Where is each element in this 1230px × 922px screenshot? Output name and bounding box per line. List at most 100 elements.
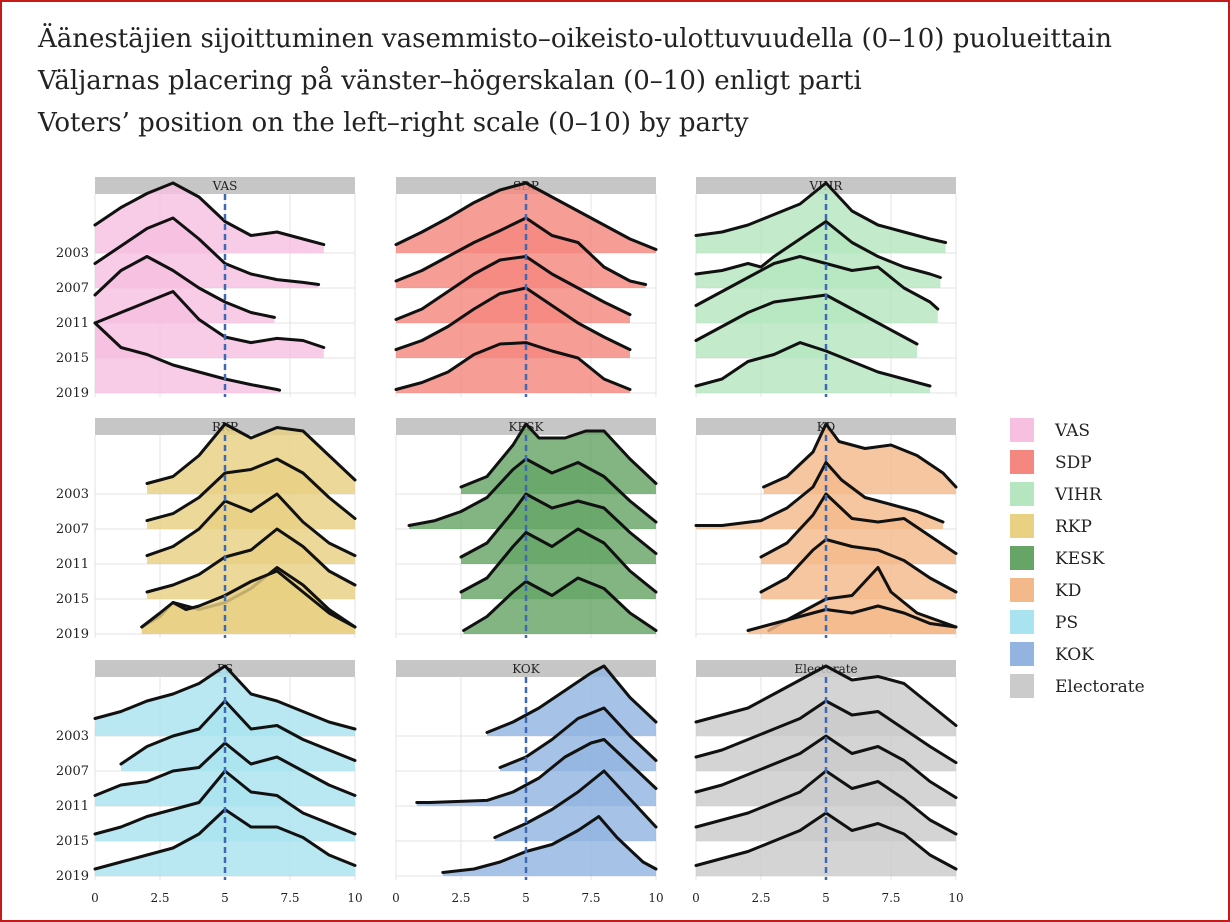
ridge-line-vas-0 [93,181,326,247]
panel-kd: KD [694,418,958,638]
ridge-line-sdp-3 [394,286,632,352]
legend-swatch-kok [1010,642,1034,666]
x-tick-label: 0 [692,891,700,905]
x-tick-label: 7.5 [581,891,600,905]
legend-label-vihr: VIHR [1054,485,1103,505]
legend-label-ps: PS [1055,613,1078,633]
ridge-line-rkp-1 [145,457,357,523]
ridge-line-rkp-0 [145,422,357,485]
year-label-2007: 2007 [56,281,89,296]
x-tick-label: 5 [221,891,229,905]
legend-label-kd: KD [1055,581,1081,601]
ridge-line-electorate-0 [694,664,958,727]
legend-swatch-kesk [1010,546,1034,570]
ridge-line-vas-1 [93,216,321,286]
ridge-line-kd-4 [767,566,958,632]
ridge-fill-sdp-1 [396,218,646,288]
legend-label-vas: VAS [1054,421,1090,441]
ridge-line-vihr-4 [694,341,932,388]
legend-label-kok: KOK [1055,645,1094,665]
ridge-line-kesk-0 [459,422,658,489]
ridge-line-ps-1 [119,699,357,766]
ridge-line-kd-0 [762,422,958,489]
ridge-line-kd-5 [746,604,958,632]
panel-vas: VAS 2003 2007 2011 2015 2019 [56,177,356,401]
legend: VAS SDP VIHR RKP KESK KD PS KOK Electorate [1010,418,1145,698]
ridge-fill-ps-1 [121,701,355,771]
ridge-fill-kok-3 [494,771,656,841]
panel-electorate: Electorate02.557.510 [692,660,964,905]
ridge-line-sdp-2 [394,255,632,321]
ridge-line-kesk-3 [459,527,658,594]
ridge-fill-vihr-0 [696,183,946,253]
year-label-2015: 2015 [56,834,89,849]
x-tick-label: 2.5 [150,891,169,905]
ridge-line-vihr-3 [694,293,919,346]
ridge-fill-rkp-1 [147,459,355,529]
chart-title-fi: Äänestäjien sijoittuminen vasemmisto–oik… [38,24,1112,54]
legend-swatch-ps [1010,610,1034,634]
ridge-line-rkp-2 [145,492,357,558]
ridge-fill-kesk-4 [463,578,656,634]
year-label-2011: 2011 [56,799,89,814]
ridge-fill-rkp-5 [141,571,355,634]
year-label-2011: 2011 [56,557,89,572]
legend-swatch-sdp [1010,450,1034,474]
x-tick-label: 10 [347,891,362,905]
year-label-2019: 2019 [56,869,89,884]
ridge-line-kd-1 [694,461,945,527]
ridge-line-ps-0 [93,664,357,731]
legend-swatch-electorate [1010,674,1034,698]
ridge-line-sdp-0 [394,181,658,251]
year-label-2003: 2003 [56,487,89,502]
x-tick-label: 7.5 [280,891,299,905]
ridge-line-kok-3 [493,769,658,839]
x-tick-label: 7.5 [881,891,900,905]
ridge-fill-vas-4 [95,323,280,393]
ridge-fill-kd-2 [761,494,956,564]
panel-rkp: RKP20032007201120152019 [56,418,357,642]
strip-label-vas: VAS [212,179,238,193]
chart-title-sv: Väljarnas placering på vänster–högerskal… [38,66,862,96]
ridge-line-vihr-0 [694,181,948,244]
legend-label-rkp: RKP [1055,517,1092,537]
ridge-line-kd-2 [759,492,958,559]
year-label-2019: 2019 [56,386,89,401]
ridge-fill-sdp-3 [396,288,630,358]
ridge-fill-electorate-3 [696,771,956,841]
x-tick-label: 10 [948,891,963,905]
panel-kok: KOK 0 2.5 5 7.5 10 [392,660,664,905]
ridge-fill-vihr-3 [696,295,917,358]
strip-label-kok: KOK [512,662,540,676]
panel-kesk: KESK [395,418,658,638]
legend-swatch-rkp [1010,514,1034,538]
year-label-2015: 2015 [56,351,89,366]
year-label-2019: 2019 [56,627,89,642]
year-label-2003: 2003 [56,246,89,261]
ridge-line-vas-4 [93,321,282,392]
ridge-line-kesk-2 [459,492,658,559]
ridge-line-vas-3 [93,290,326,349]
legend-label-kesk: KESK [1055,549,1105,569]
ridge-line-kd-3 [759,538,958,594]
panel-sdp: SDP [394,177,658,397]
ridge-line-electorate-2 [694,734,958,800]
panel-ps: PS2003200720112015201902.557.510 [56,660,363,905]
year-label-2007: 2007 [56,764,89,779]
ridge-line-kok-4 [441,815,658,874]
ridge-fill-vihr-4 [696,342,930,393]
ridge-fill-kd-1 [696,462,943,529]
x-tick-label: 5 [522,891,530,905]
ridge-line-kok-0 [485,664,658,734]
ridge-line-kok-2 [415,738,658,804]
ridge-line-vas-2 [93,255,276,319]
x-tick-label: 10 [648,891,663,905]
x-tick-label: 5 [822,891,830,905]
legend-swatch-kd [1010,578,1034,602]
ridge-fill-kd-0 [763,424,956,494]
x-tick-label: 2.5 [751,891,770,905]
legend-swatch-vas [1010,418,1034,442]
legend-swatch-vihr [1010,482,1034,506]
ridge-line-vihr-2 [694,255,940,311]
